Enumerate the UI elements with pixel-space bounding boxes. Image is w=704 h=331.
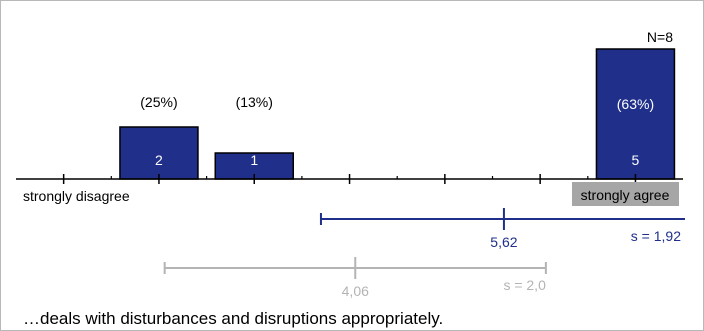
ticks-layer: [62, 174, 637, 184]
stat-mean-label-1: 5,62: [490, 234, 517, 250]
stat-mean-label-2: 4,06: [342, 283, 369, 299]
bar-percent-label-7: (63%): [617, 96, 654, 112]
question-text: …deals with disturbances and disruptions…: [23, 309, 443, 328]
bar-percent-label-2: (25%): [140, 94, 177, 110]
sample-size-label: N=8: [647, 29, 673, 45]
bar-value-label-2: 2: [155, 152, 163, 168]
bar-2: [119, 126, 199, 180]
stat-sd-label-2: s = 2,0: [503, 277, 546, 293]
labels-layer: 2 (25%) 1 (13%) 5 (63%): [140, 94, 654, 168]
scale-right-label: strongly agree: [581, 187, 670, 203]
bar-value-label-3: 1: [250, 152, 258, 168]
bar-value-label-7: 5: [632, 152, 640, 168]
bar-7: [595, 48, 676, 180]
statistics-layer: 5,62 s = 1,92 4,06 s = 2,0: [163, 208, 685, 299]
bars-layer: [119, 48, 676, 180]
bar-percent-label-3: (13%): [236, 94, 273, 110]
scale-left-label: strongly disagree: [23, 188, 130, 204]
scale-right-label-background: [572, 182, 679, 206]
stat-sd-label-1: s = 1,92: [631, 228, 681, 244]
